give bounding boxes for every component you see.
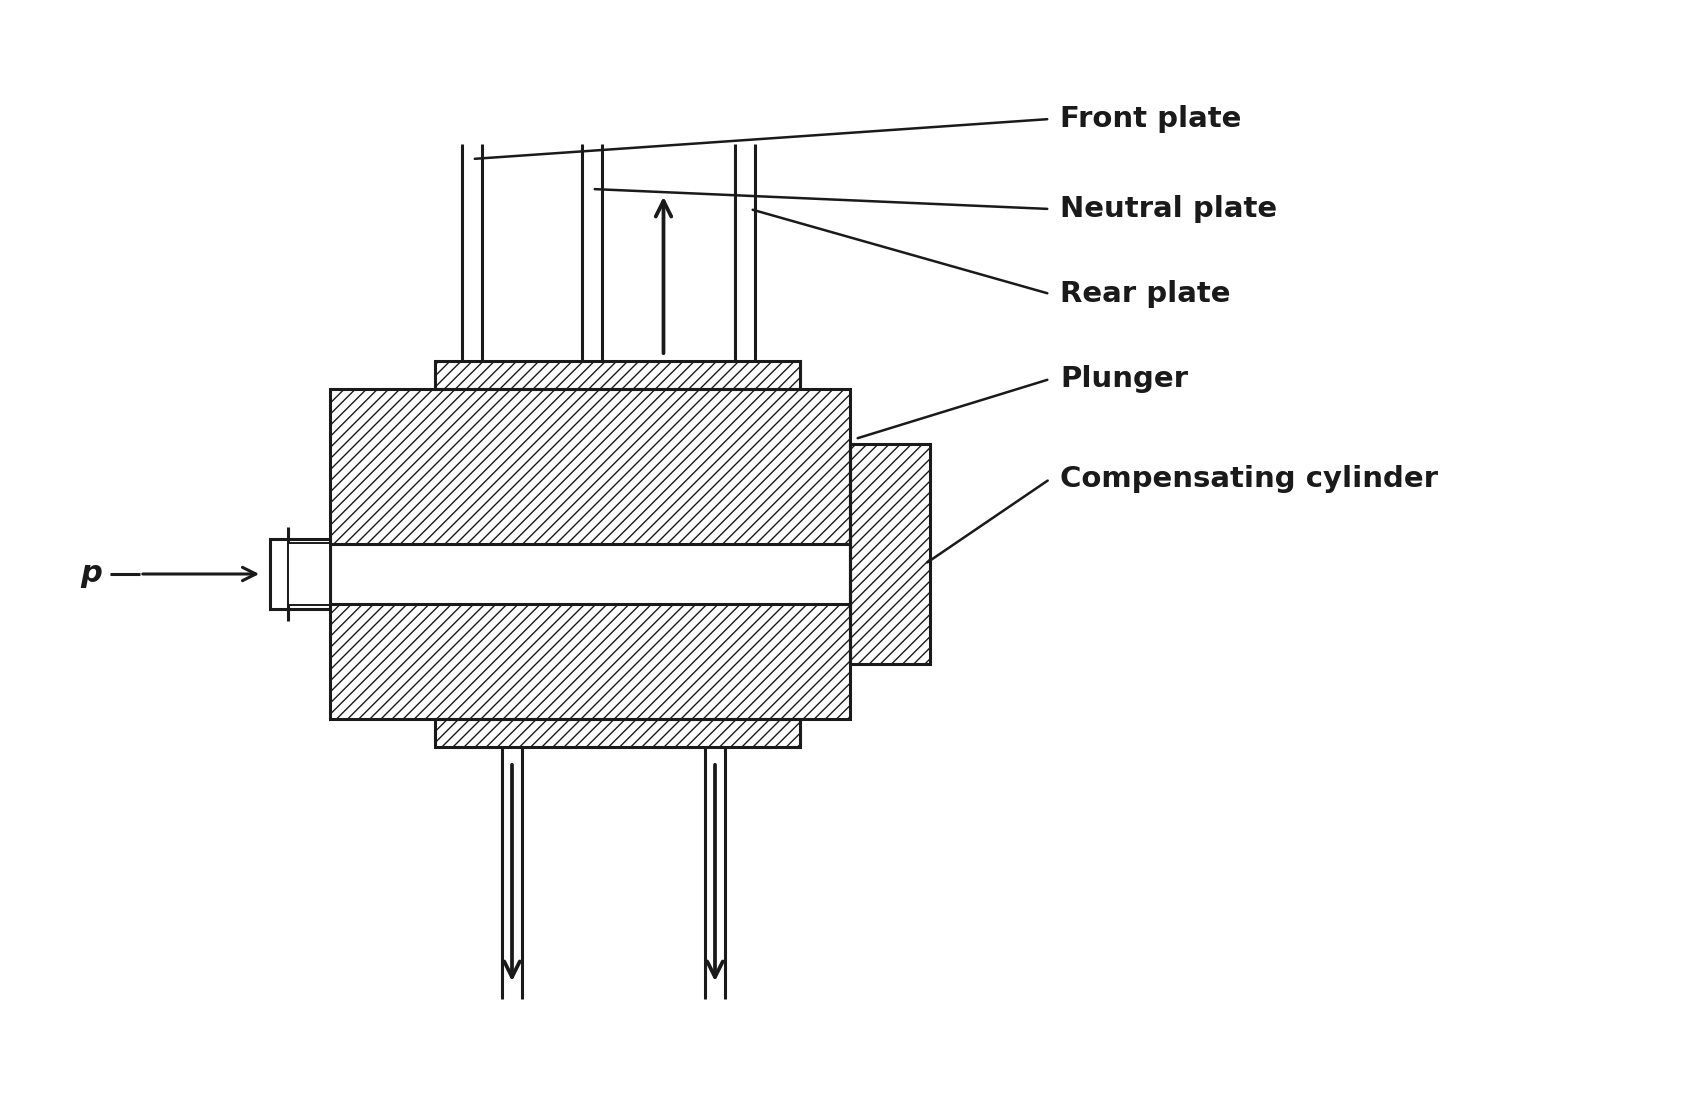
Bar	[850, 444, 930, 664]
Bar	[330, 389, 850, 719]
Bar	[330, 544, 850, 604]
Bar	[435, 719, 799, 747]
Text: Compensating cylinder: Compensating cylinder	[1060, 465, 1437, 493]
Text: Plunger: Plunger	[1060, 365, 1187, 393]
Bar	[330, 389, 850, 719]
Text: Neutral plate: Neutral plate	[1060, 195, 1277, 223]
Bar	[435, 360, 799, 389]
Text: Front plate: Front plate	[1060, 106, 1242, 133]
Text: Rear plate: Rear plate	[1060, 280, 1230, 308]
Text: p: p	[80, 559, 102, 588]
Bar	[435, 719, 799, 747]
Bar	[287, 543, 330, 606]
Bar	[850, 444, 930, 664]
Bar	[435, 360, 799, 389]
Bar	[270, 539, 330, 609]
